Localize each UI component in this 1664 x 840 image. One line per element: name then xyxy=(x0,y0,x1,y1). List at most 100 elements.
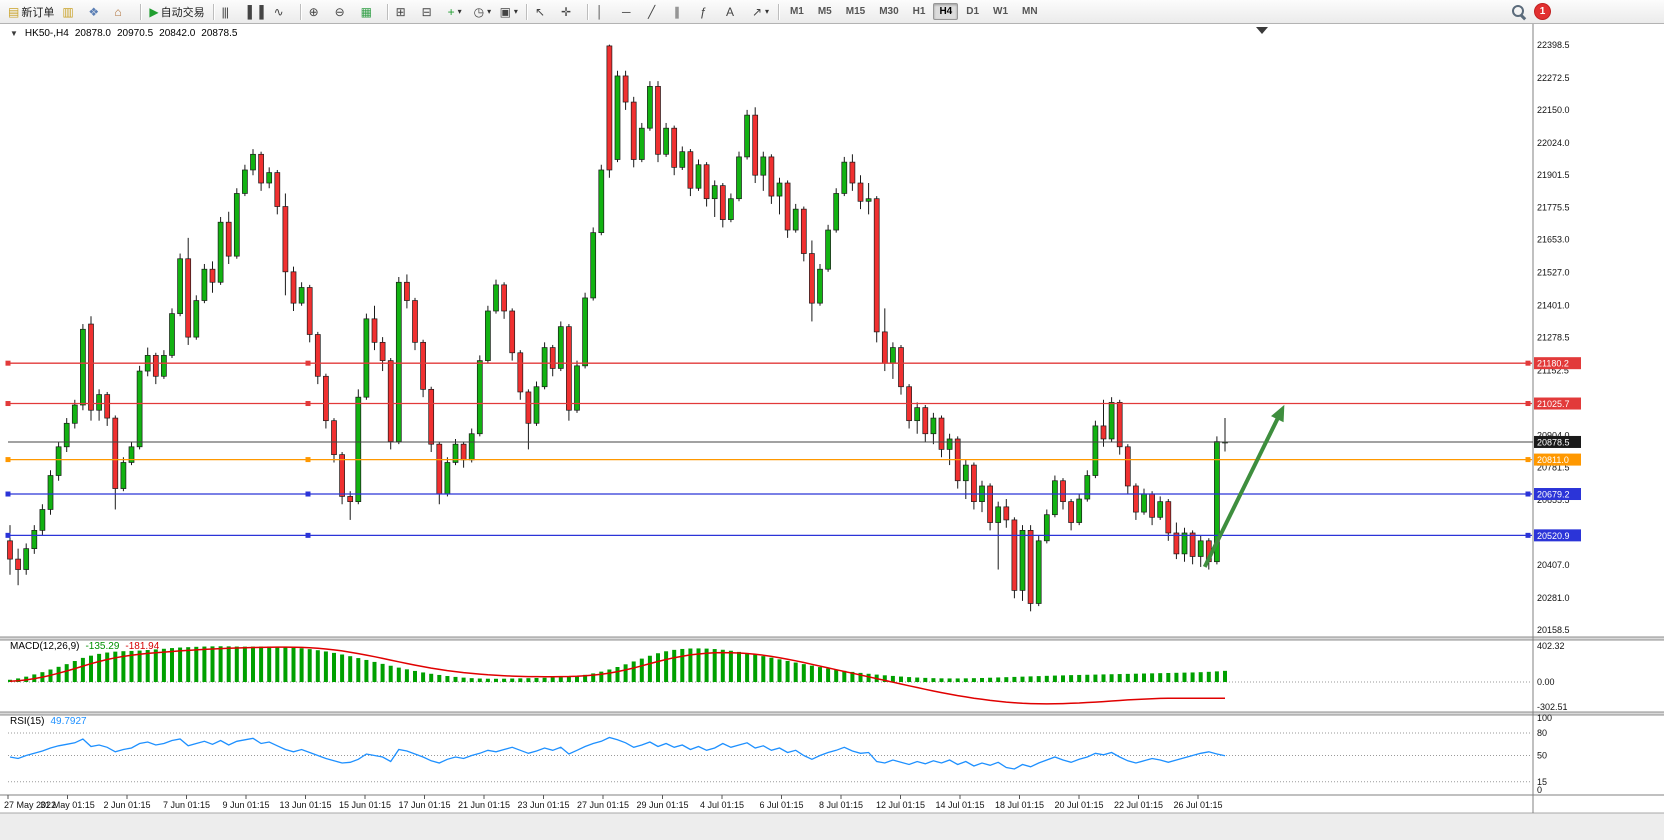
candle-body xyxy=(371,318,378,343)
line-handle[interactable] xyxy=(1525,360,1531,366)
channel-icon[interactable]: ∥ xyxy=(670,1,696,23)
time-axis-label: 13 Jun 01:15 xyxy=(279,800,331,810)
line-handle[interactable] xyxy=(5,457,11,463)
bar-chart-icon[interactable]: ||| xyxy=(218,1,244,23)
candle-body xyxy=(679,151,686,168)
new-chart-icon[interactable]: ▥ xyxy=(58,1,84,23)
macd-histogram-bar xyxy=(923,677,928,682)
indicators-list-icon[interactable]: ⊞ xyxy=(392,1,418,23)
line-handle[interactable] xyxy=(305,360,311,366)
toolbar: ▤ 新订单 ▥ ❖ ⌂ ▶ 自动交易 ||| ▌▐ ∿ ⊕ ⊖ ▦ ⊞ ⊟ + ▾ ◷ ▾ ▣ ▾ ↖ ✛ │ ─ ╱ ∥ ƒ A ↗ ▾ M… xyxy=(0,0,1664,24)
candle-body xyxy=(557,326,564,369)
candle-body xyxy=(339,454,345,497)
candle-body xyxy=(1011,519,1018,591)
macd-histogram-bar xyxy=(137,650,142,682)
timeframe-h1[interactable]: H1 xyxy=(912,6,926,17)
vertical-line-icon[interactable]: │ xyxy=(592,1,618,23)
macd-histogram-bar xyxy=(696,648,701,682)
line-handle[interactable] xyxy=(1525,491,1531,497)
timeframe-m15[interactable]: M15 xyxy=(845,6,866,17)
line-chart-icon[interactable]: ∿ xyxy=(270,1,296,23)
trend-arrow[interactable] xyxy=(1202,409,1284,568)
candle-body xyxy=(1124,446,1131,487)
tile-windows-icon[interactable]: ▦ xyxy=(357,1,383,23)
notification-badge[interactable]: 1 xyxy=(1535,4,1550,19)
candle-body xyxy=(590,232,597,299)
macd-histogram-bar xyxy=(161,648,166,682)
chevron-down-icon[interactable]: ▼ xyxy=(10,29,18,38)
macd-histogram-bar xyxy=(477,678,482,682)
timeframe-d1[interactable]: D1 xyxy=(966,6,980,17)
periods-button[interactable]: ◷ ▾ xyxy=(470,1,496,23)
line-handle[interactable] xyxy=(5,401,11,407)
candle-body xyxy=(841,161,848,194)
macd-histogram-bar xyxy=(542,677,547,682)
timeframe-m1[interactable]: M1 xyxy=(789,6,804,17)
candle-body xyxy=(865,198,872,202)
candle-body xyxy=(1173,532,1180,555)
macd-histogram-bar xyxy=(340,654,345,682)
candle-body xyxy=(1133,485,1139,513)
profiles-icon[interactable]: ❖ xyxy=(84,1,110,23)
new-order-button[interactable]: ▤ 新订单 xyxy=(4,1,58,23)
trendline-icon[interactable]: ╱ xyxy=(644,1,670,23)
timeframe-m5[interactable]: M5 xyxy=(817,6,832,17)
toolbar-separator xyxy=(140,3,142,20)
toolbar-separator xyxy=(212,3,214,20)
macd-histogram-bar xyxy=(753,654,758,682)
autotrading-button[interactable]: ▶ 自动交易 xyxy=(145,1,208,23)
add-indicator-button[interactable]: + ▾ xyxy=(444,1,470,23)
candle-body xyxy=(96,394,102,411)
macd-histogram-bar xyxy=(907,677,912,682)
data-window-icon[interactable]: ⊟ xyxy=(418,1,444,23)
zoom-out-icon[interactable]: ⊖ xyxy=(331,1,357,23)
candle-body xyxy=(833,193,840,231)
arrows-tool-icon[interactable]: ↗ ▾ xyxy=(748,1,774,23)
timeframe-h4[interactable]: H4 xyxy=(933,3,959,20)
timeframe-m30[interactable]: M30 xyxy=(879,6,899,17)
line-handle[interactable] xyxy=(5,491,11,497)
line-handle[interactable] xyxy=(1525,457,1531,463)
line-handle[interactable] xyxy=(5,360,11,366)
horizontal-line-icon[interactable]: ─ xyxy=(618,1,644,23)
macd-histogram-bar xyxy=(866,673,871,682)
crosshair-icon[interactable]: ✛ xyxy=(557,1,583,23)
candle-body xyxy=(1149,493,1155,518)
periods-glyph: ◷ xyxy=(473,4,485,19)
candle-body xyxy=(711,185,718,200)
navigator-icon[interactable]: ⌂ xyxy=(110,1,136,23)
macd-histogram-bar xyxy=(704,648,709,682)
line-handle[interactable] xyxy=(1525,401,1531,407)
arrows-tool-icon-glyph: ↗ xyxy=(751,4,762,19)
line-handle[interactable] xyxy=(1525,532,1531,538)
macd-histogram-bar xyxy=(963,678,968,682)
candlestick-chart-icon[interactable]: ▌▐ xyxy=(244,1,270,23)
chart-shift-marker-icon[interactable] xyxy=(1256,27,1268,34)
search-icon[interactable] xyxy=(1511,4,1526,19)
timeframe-w1[interactable]: W1 xyxy=(993,6,1009,17)
macd-histogram-bar xyxy=(80,657,85,682)
trend-arrow-head[interactable] xyxy=(1271,404,1285,423)
panel-splitter[interactable] xyxy=(0,637,1664,640)
macd-histogram-bar xyxy=(178,647,183,682)
line-handle[interactable] xyxy=(305,401,311,407)
line-handle[interactable] xyxy=(305,491,311,497)
line-handle[interactable] xyxy=(305,457,311,463)
zoom-in-icon[interactable]: ⊕ xyxy=(305,1,331,23)
text-tool-icon[interactable]: A xyxy=(722,1,748,23)
macd-histogram-bar xyxy=(1028,676,1033,682)
macd-histogram-bar xyxy=(639,658,644,682)
candle-body xyxy=(363,318,370,398)
chart-background[interactable] xyxy=(0,24,1664,840)
cursor-icon[interactable]: ↖ xyxy=(531,1,557,23)
panel-splitter[interactable] xyxy=(0,712,1664,715)
line-handle[interactable] xyxy=(5,532,11,538)
templates-button[interactable]: ▣ ▾ xyxy=(496,1,522,23)
price-tag xyxy=(1534,397,1581,410)
fibonacci-icon[interactable]: ƒ xyxy=(696,1,722,23)
macd-histogram-bar xyxy=(1061,675,1065,682)
line-handle[interactable] xyxy=(305,532,311,538)
rsi-line xyxy=(9,736,1226,770)
timeframe-mn[interactable]: MN xyxy=(1022,6,1038,17)
